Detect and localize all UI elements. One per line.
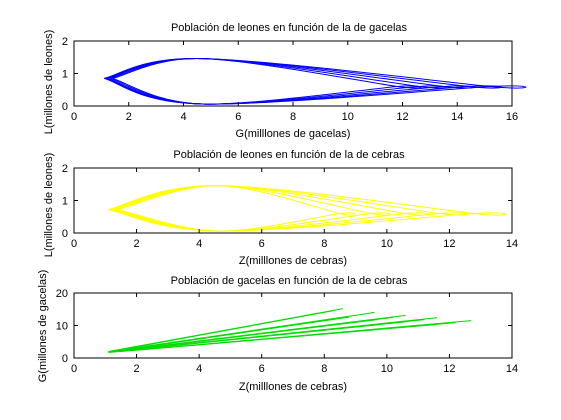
subplot-lions-vs-zebras: Población de leones en función de la de … <box>43 149 518 267</box>
x-tick-label: 0 <box>71 238 77 250</box>
x-tick-label: 14 <box>506 363 518 375</box>
series-group <box>108 185 508 232</box>
series-line <box>108 320 472 353</box>
x-tick-label: 16 <box>506 111 518 123</box>
chart-title: Población de leones en función de la de … <box>171 22 408 34</box>
chart-title: Población de leones en función de la de … <box>173 149 405 161</box>
x-tick-label: 14 <box>506 238 518 250</box>
x-tick-label: 4 <box>196 238 202 250</box>
x-axis-ticks: 0 2 4 6 8 10 12 14 <box>71 168 518 250</box>
x-axis-ticks: 0 2 4 6 8 10 12 14 16 <box>71 41 518 123</box>
series-group <box>108 308 472 353</box>
x-tick-label: 10 <box>381 238 393 250</box>
series-line <box>108 312 375 353</box>
y-axis-label: G(millones de gacelas) <box>37 270 49 383</box>
x-tick-label: 12 <box>443 238 455 250</box>
x-tick-label: 2 <box>134 363 140 375</box>
series-line <box>108 185 508 232</box>
series-line <box>108 317 437 353</box>
x-tick-label: 10 <box>381 363 393 375</box>
x-axis-ticks: 0 2 4 6 8 10 12 14 <box>71 293 518 375</box>
y-tick-label: 20 <box>56 288 68 300</box>
y-axis-ticks: 0 1 2 <box>62 36 512 113</box>
series-line <box>103 58 527 105</box>
x-tick-label: 8 <box>290 111 296 123</box>
x-tick-label: 4 <box>196 363 202 375</box>
series-line <box>108 314 406 353</box>
x-tick-label: 8 <box>321 363 327 375</box>
x-tick-label: 0 <box>71 363 77 375</box>
x-tick-label: 2 <box>134 238 140 250</box>
x-tick-label: 12 <box>396 111 408 123</box>
y-tick-label: 1 <box>62 196 68 208</box>
x-axis-label: G(milllones de gacelas) <box>236 128 351 140</box>
y-axis-ticks: 0 1 2 <box>62 163 512 240</box>
x-tick-label: 6 <box>235 111 241 123</box>
x-tick-label: 10 <box>342 111 354 123</box>
axes-box <box>73 40 513 107</box>
y-tick-label: 10 <box>56 321 68 333</box>
subplot-gazelles-vs-zebras: Población de gacelas en función de la de… <box>37 270 518 393</box>
series-group <box>103 58 527 105</box>
x-tick-label: 8 <box>321 238 327 250</box>
x-axis-label: Z(milllones de cebras) <box>239 255 347 267</box>
y-axis-label: L(millones de leones) <box>43 153 55 258</box>
y-axis-ticks: 0 10 20 <box>56 288 512 365</box>
subplot-lions-vs-gazelles: Población de leones en función de la de … <box>43 22 527 140</box>
x-tick-label: 0 <box>71 111 77 123</box>
x-tick-label: 2 <box>126 111 132 123</box>
chart-title: Población de gacelas en función de la de… <box>171 275 408 287</box>
y-tick-label: 2 <box>62 163 68 175</box>
y-axis-label: L(millones de leones) <box>43 30 55 135</box>
y-tick-label: 0 <box>62 101 68 113</box>
x-tick-label: 6 <box>259 363 265 375</box>
x-tick-label: 4 <box>180 111 186 123</box>
series-line <box>108 308 344 352</box>
x-tick-label: 14 <box>451 111 463 123</box>
x-axis-label: Z(milllones de cebras) <box>239 381 347 393</box>
y-tick-label: 2 <box>62 36 68 48</box>
y-tick-label: 1 <box>62 69 68 81</box>
y-tick-label: 0 <box>62 353 68 365</box>
x-tick-label: 6 <box>259 238 265 250</box>
y-tick-label: 0 <box>62 228 68 240</box>
x-tick-label: 12 <box>443 363 455 375</box>
